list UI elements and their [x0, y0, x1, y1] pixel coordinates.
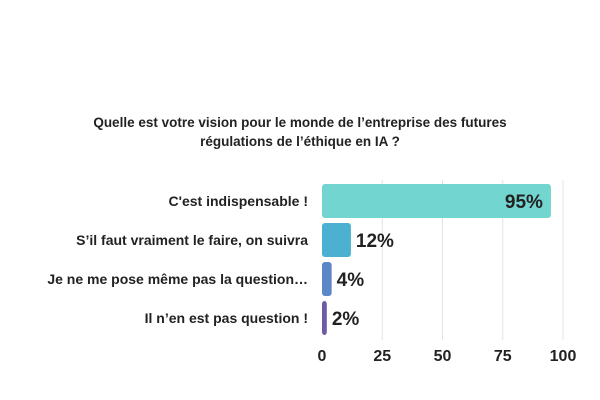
value-label: 12%	[356, 231, 394, 252]
value-label: 4%	[337, 270, 365, 291]
chart-title: Quelle est votre vision pour le monde de…	[0, 113, 600, 151]
x-tick-label: 100	[550, 348, 577, 365]
x-tick-label: 50	[434, 348, 452, 365]
category-label: Il n’en est pas question !	[145, 310, 308, 326]
x-tick-label: 25	[373, 348, 391, 365]
x-tick-label: 0	[318, 348, 327, 365]
bar	[322, 184, 551, 218]
chart-title-line-2: régulations de l’éthique en IA ?	[200, 134, 400, 149]
value-label: 2%	[332, 309, 360, 330]
category-label: S’il faut vraiment le faire, on suivra	[76, 232, 308, 248]
category-label: C'est indispensable !	[169, 193, 308, 209]
category-label: Je ne me pose même pas la question…	[47, 271, 308, 287]
bar	[322, 262, 332, 296]
value-label: 95%	[505, 192, 543, 213]
bar	[322, 301, 327, 335]
chart-title-line-1: Quelle est votre vision pour le monde de…	[93, 115, 507, 130]
x-tick-label: 75	[494, 348, 512, 365]
bar	[322, 223, 351, 257]
